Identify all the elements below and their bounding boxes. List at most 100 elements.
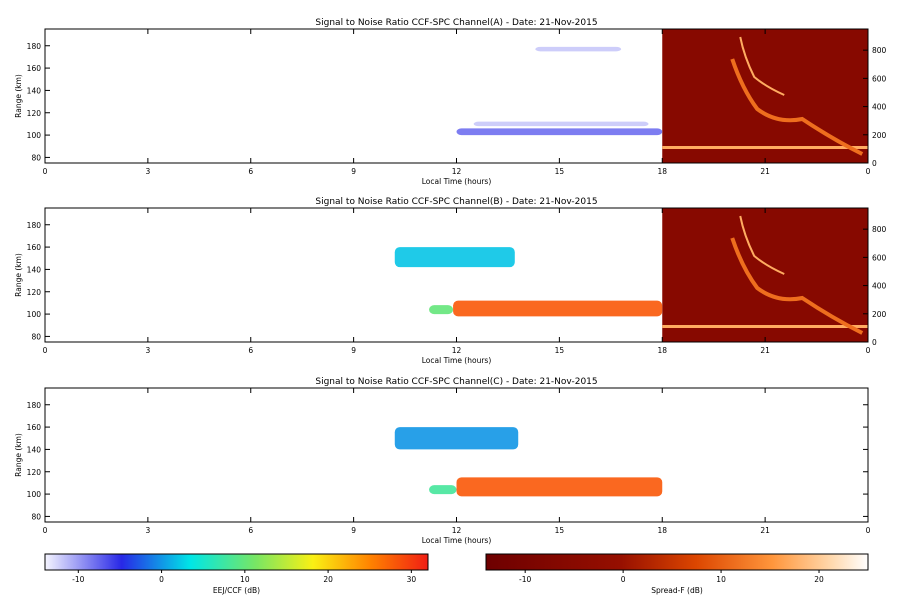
colorbar-gradient [44,553,429,571]
panel-c: Signal to Noise Ratio CCF-SPC Channel(C)… [14,377,871,545]
x-tick-label: 0 [866,346,871,355]
x-tick-label: 12 [452,526,462,535]
x-axis-label: Local Time (hours) [422,536,492,545]
y-axis-label: Range (km) [14,253,23,297]
plot-frame [44,387,869,523]
colorbar-tick-label: 10 [716,575,726,584]
y-tick-label: 120 [27,288,42,297]
spread-f-band [662,325,868,328]
colorbar-tick-label: 0 [159,575,164,584]
echo-region [429,485,457,495]
x-tick-label: 12 [452,346,462,355]
colorbar-gradient [485,553,869,571]
y2-tick-label: 400 [872,103,887,112]
y2-tick-label: 200 [872,131,887,140]
echo-region [456,128,663,136]
y-tick-label: 80 [31,512,41,521]
x-tick-label: 21 [760,346,770,355]
x-tick-label: 15 [555,167,565,176]
y-tick-label: 80 [31,332,41,341]
x-axis-label: Local Time (hours) [422,356,492,365]
colorbar-tick-label: 0 [621,575,626,584]
x-tick-label: 0 [43,346,48,355]
x-tick-label: 9 [351,526,356,535]
y2-tick-label: 800 [872,225,887,234]
x-tick-label: 6 [248,346,253,355]
x-tick-label: 21 [760,167,770,176]
x-tick-label: 21 [760,526,770,535]
colorbar-spread-f: -10 0 10 20 Spread-F (dB) [485,553,869,595]
colorbar-tick-label: 20 [814,575,824,584]
spread-f-image [662,208,868,342]
spread-f-image [662,29,868,163]
x-tick-label: 3 [145,167,150,176]
y-tick-label: 120 [27,109,42,118]
spread-f-plume-core [739,36,785,96]
panel-title: Signal to Noise Ratio CCF-SPC Channel(C)… [315,377,597,387]
x-tick-label: 18 [657,526,667,535]
y-tick-label: 140 [27,265,42,274]
echo-region [456,477,663,497]
y-tick-label: 180 [27,401,42,410]
spread-f-plume [730,237,864,335]
x-tick-label: 0 [43,167,48,176]
x-tick-label: 6 [248,526,253,535]
colorbar-eej: -10 0 10 20 30 EEJ/CCF (dB) [44,553,429,595]
x-tick-label: 18 [657,346,667,355]
spread-f-plume [730,58,864,156]
y-tick-label: 140 [27,86,42,95]
x-tick-label: 15 [555,346,565,355]
x-tick-label: 0 [866,526,871,535]
y2-tick-label: 200 [872,310,887,319]
colorbar-label: EEJ/CCF (dB) [213,586,260,595]
x-tick-label: 3 [145,346,150,355]
panel-b: Signal to Noise Ratio CCF-SPC Channel(B)… [14,197,887,365]
colorbar-tick-label: 30 [407,575,417,584]
colorbar-tick-label: 20 [323,575,333,584]
y-tick-label: 160 [27,423,42,432]
x-tick-label: 15 [555,526,565,535]
y2-tick-label: 600 [872,253,887,262]
x-tick-label: 3 [145,526,150,535]
y-tick-label: 180 [27,42,42,51]
x-tick-label: 18 [657,167,667,176]
colorbar-label: Spread-F (dB) [651,586,703,595]
x-tick-label: 9 [351,346,356,355]
colorbar-tick-label: -10 [72,575,84,584]
x-tick-label: 0 [866,167,871,176]
panel-title: Signal to Noise Ratio CCF-SPC Channel(A)… [315,18,597,28]
x-tick-label: 12 [452,167,462,176]
y2-tick-label: 0 [872,338,877,347]
x-tick-label: 0 [43,526,48,535]
y2-tick-label: 400 [872,282,887,291]
colorbar-tick-label: 10 [240,575,250,584]
echo-region [453,300,663,317]
spread-f-band [662,146,868,149]
panel-title: Signal to Noise Ratio CCF-SPC Channel(B)… [315,197,597,207]
echo-region [394,247,515,268]
x-tick-label: 9 [351,167,356,176]
echo-region [429,305,454,315]
y-tick-label: 100 [27,490,42,499]
echo-region [394,427,519,450]
spread-f-background [662,208,868,342]
spread-f-plume-core [739,215,785,275]
x-axis-label: Local Time (hours) [422,177,492,186]
y-tick-label: 160 [27,64,42,73]
y-axis-label: Range (km) [14,433,23,477]
y2-tick-label: 800 [872,46,887,55]
y2-tick-label: 0 [872,159,877,168]
y-tick-label: 100 [27,131,42,140]
y2-tick-label: 600 [872,74,887,83]
colorbar-tick-label: -10 [519,575,531,584]
panel-a: Signal to Noise Ratio CCF-SPC Channel(A)… [14,18,887,186]
spread-f-background [662,29,868,163]
echo-region [535,46,622,52]
y-tick-label: 140 [27,445,42,454]
y-tick-label: 180 [27,221,42,230]
y-axis-label: Range (km) [14,74,23,118]
y-tick-label: 80 [31,153,41,162]
y-tick-label: 160 [27,243,42,252]
